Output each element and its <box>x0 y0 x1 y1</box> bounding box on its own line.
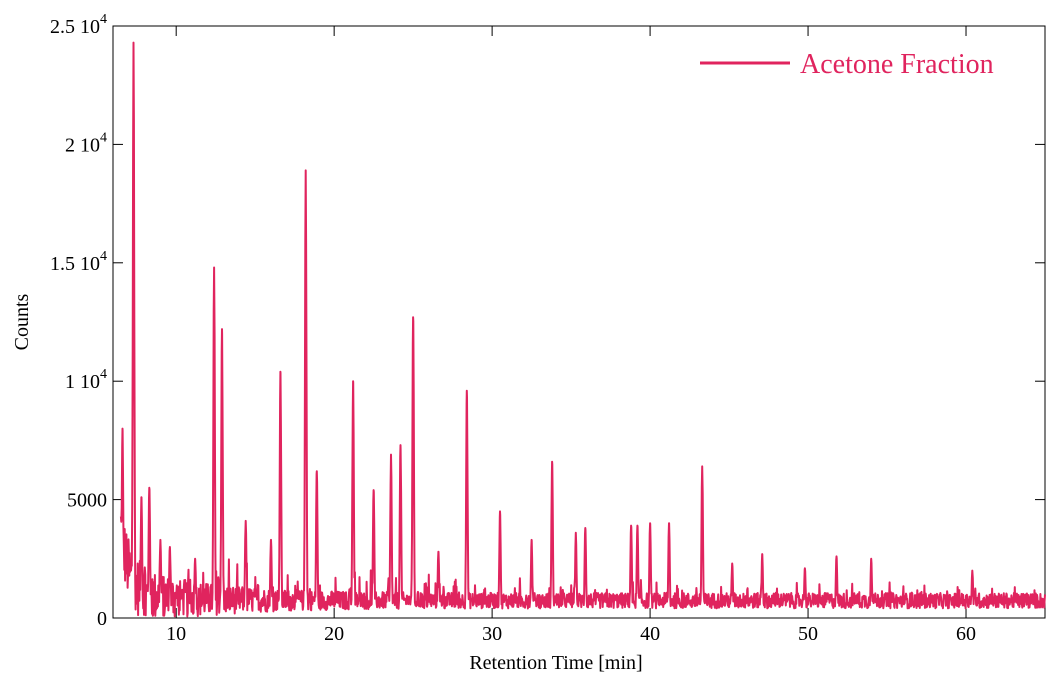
series-line-acetone-fraction <box>119 41 1046 618</box>
x-tick-label: 50 <box>798 623 818 645</box>
y-tick-label: 2 104 <box>65 130 107 156</box>
y-tick-label-exponent: 4 <box>100 12 107 27</box>
x-tick-label: 40 <box>640 623 660 645</box>
y-tick-label: 2.5 104 <box>50 12 107 38</box>
legend: Acetone Fraction <box>700 49 994 80</box>
x-tick-label: 20 <box>324 623 344 645</box>
x-axis-ticks: 10 20 30 40 50 60 <box>166 26 976 645</box>
y-tick-label-base: 1.5 10 <box>50 253 100 275</box>
y-tick-label-base: 0 <box>97 608 107 630</box>
y-tick-label-base: 2.5 10 <box>50 16 100 38</box>
y-tick-label-base: 2 10 <box>65 134 100 156</box>
plot-frame <box>112 25 1046 619</box>
x-axis-title: Retention Time [min] <box>469 652 642 674</box>
y-tick-label: 1.5 104 <box>50 249 107 275</box>
y-tick-label-exponent: 4 <box>100 249 107 264</box>
y-tick-label-base: 1 10 <box>65 371 100 393</box>
x-tick-label: 10 <box>166 623 186 645</box>
x-tick-label: 60 <box>956 623 976 645</box>
y-tick-label: 0 <box>97 608 107 630</box>
y-tick-label: 1 104 <box>65 367 107 393</box>
y-tick-label: 5000 <box>67 490 107 512</box>
legend-label: Acetone Fraction <box>800 49 994 80</box>
y-axis-title: Counts <box>11 293 33 350</box>
x-tick-label: 30 <box>482 623 502 645</box>
y-tick-label-base: 5000 <box>67 490 107 512</box>
y-tick-label-exponent: 4 <box>100 130 107 145</box>
y-tick-label-exponent: 4 <box>100 367 107 382</box>
